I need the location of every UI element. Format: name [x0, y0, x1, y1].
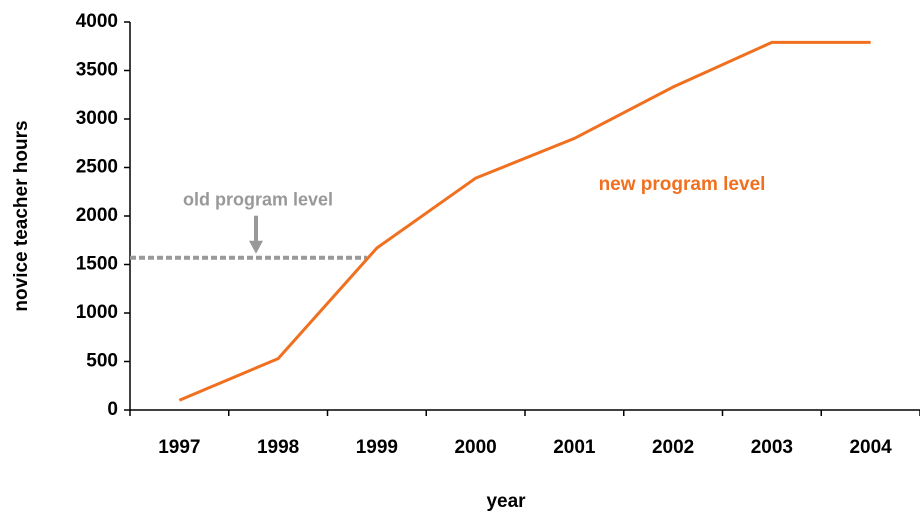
x-tick-label: 1997	[158, 437, 200, 458]
series-label: new program level	[599, 174, 766, 195]
y-tick-label: 3000	[76, 108, 118, 129]
data-line	[178, 40, 871, 402]
x-axis-label: year	[486, 491, 526, 512]
x-tick-label: 2003	[751, 437, 793, 458]
reference-label: old program level	[183, 189, 333, 209]
x-tick-label: 1999	[356, 437, 398, 458]
x-tick-label: 2002	[652, 437, 694, 458]
reference-arrow-head	[249, 240, 263, 254]
x-tick-label: 1998	[257, 437, 299, 458]
y-axis-label: novice teacher hours	[11, 120, 32, 311]
x-tick-label: 2004	[849, 437, 892, 458]
x-tick-label: 2001	[553, 437, 596, 458]
y-tick-label: 500	[86, 351, 118, 372]
y-tick-label: 1000	[76, 302, 118, 323]
y-tick-label: 3500	[76, 60, 118, 81]
y-tick-label: 4000	[76, 11, 118, 32]
y-tick-label: 1500	[76, 254, 118, 275]
y-tick-label: 2000	[76, 205, 118, 226]
x-tick-label: 2000	[454, 437, 496, 458]
y-tick-label: 0	[107, 399, 118, 420]
y-tick-label: 2500	[76, 157, 118, 178]
